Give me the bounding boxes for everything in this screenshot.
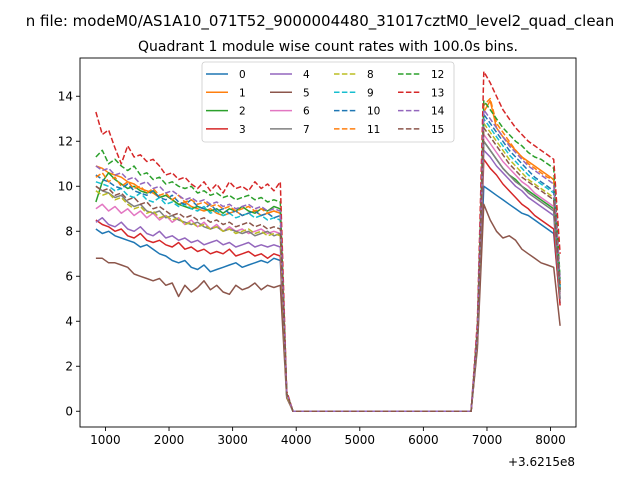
- legend-label-0: 0: [239, 69, 246, 81]
- x-tick-label: 8000: [535, 433, 566, 447]
- x-tick-label: 7000: [472, 433, 503, 447]
- legend-label-4: 4: [303, 69, 310, 81]
- x-tick-label: 1000: [90, 433, 121, 447]
- legend-label-8: 8: [367, 69, 374, 81]
- x-offset-label: +3.6215e8: [508, 455, 575, 469]
- legend-label-9: 9: [367, 87, 374, 99]
- axes-frame: [79, 57, 577, 428]
- x-tick-label: 3000: [217, 433, 248, 447]
- y-tick-label: 4: [65, 314, 73, 328]
- legend-label-5: 5: [303, 87, 310, 99]
- x-tick-label: 6000: [408, 433, 439, 447]
- legend-label-7: 7: [303, 124, 310, 136]
- y-tick-label: 6: [65, 269, 73, 283]
- y-tick-label: 0: [65, 404, 73, 418]
- legend-label-13: 13: [431, 87, 444, 99]
- legend-label-14: 14: [431, 106, 445, 118]
- axes: 1000 2000 3000 4000 5000 6000 7000 800002468101…: [58, 57, 577, 447]
- y-tick-label: 10: [58, 179, 73, 193]
- chart-title: Quadrant 1 module wise count rates with …: [138, 39, 518, 55]
- legend-label-2: 2: [239, 106, 246, 118]
- legend-label-12: 12: [431, 69, 444, 81]
- y-tick-label: 2: [65, 359, 73, 373]
- legend-label-11: 11: [367, 124, 380, 136]
- x-tick-label: 2000: [154, 433, 185, 447]
- series-lines: [95, 70, 561, 413]
- figure-suptitle: n file: modeM0/AS1A10_071T52_9000004480_…: [26, 12, 615, 31]
- x-tick-label: 5000: [345, 433, 376, 447]
- x-tick-label: 4000: [281, 433, 312, 447]
- legend-label-6: 6: [303, 106, 310, 118]
- y-tick-label: 8: [65, 224, 73, 238]
- y-tick-label: 14: [58, 89, 73, 103]
- legend-box: [201, 61, 455, 143]
- legend-label-15: 15: [431, 124, 444, 136]
- legend-label-3: 3: [239, 124, 246, 136]
- series-line-15: [95, 127, 561, 413]
- y-tick-label: 12: [58, 134, 73, 148]
- legend-label-1: 1: [239, 87, 246, 99]
- legend-label-10: 10: [367, 106, 380, 118]
